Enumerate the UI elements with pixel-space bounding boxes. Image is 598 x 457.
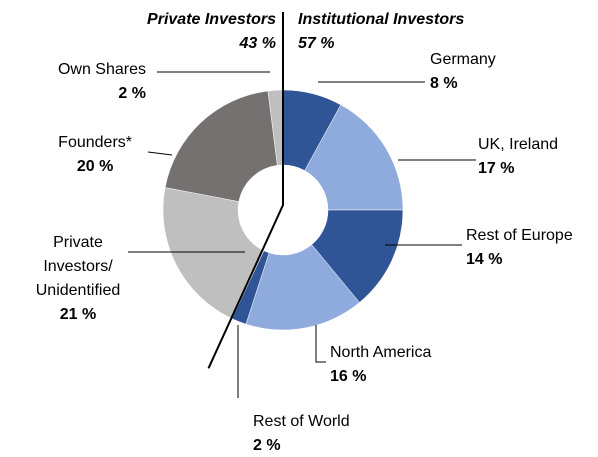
donut-slice [245,244,360,331]
slice-label: Own Shares 2 % [58,58,146,106]
slice-value: 2 % [253,437,281,454]
slice-value: 16 % [330,368,367,385]
slice-name: Germany [430,51,496,68]
group-divider [207,12,284,369]
donut-slice [304,104,404,211]
slice-label: North America 16 % [330,341,431,389]
slice-name: North America [330,344,432,361]
slice-value: 14 % [466,251,503,268]
slice-name: Rest of Europe [466,227,573,244]
leader-line [315,325,326,363]
slice-label: Founders* 20 % [58,131,132,179]
slice-value: 20 % [76,158,114,175]
slice-label: Germany 8 % [430,48,496,96]
slice-label: Private Investors/ Unidentified 21 % [22,231,134,327]
slice-value: 21 % [59,306,97,323]
slice-label: Rest of Europe 14 % [466,224,573,272]
slice-label: UK, Ireland 17 % [478,133,558,181]
group-name: Private Investors [147,11,276,28]
group-label: Institutional Investors 57 % [298,8,464,56]
slice-value: 8 % [430,75,458,92]
slice-label: Rest of World 2 % [253,410,350,457]
slice-name: Own Shares [57,61,146,78]
slice-value: 17 % [478,160,515,177]
slice-name: UK, Ireland [478,136,559,153]
group-label: Private Investors 43 % [147,8,276,56]
slice-value: 2 % [118,85,146,102]
group-value: 57 % [298,35,335,52]
group-value: 43 % [239,35,276,52]
leader-line [147,151,173,156]
group-name: Institutional Investors [298,11,465,28]
donut-slice [164,90,278,202]
slice-name: Private Investors/ Unidentified [35,234,121,299]
slice-name: Founders* [58,134,132,151]
donut-slice [162,187,265,319]
slice-name: Rest of World [253,413,350,430]
